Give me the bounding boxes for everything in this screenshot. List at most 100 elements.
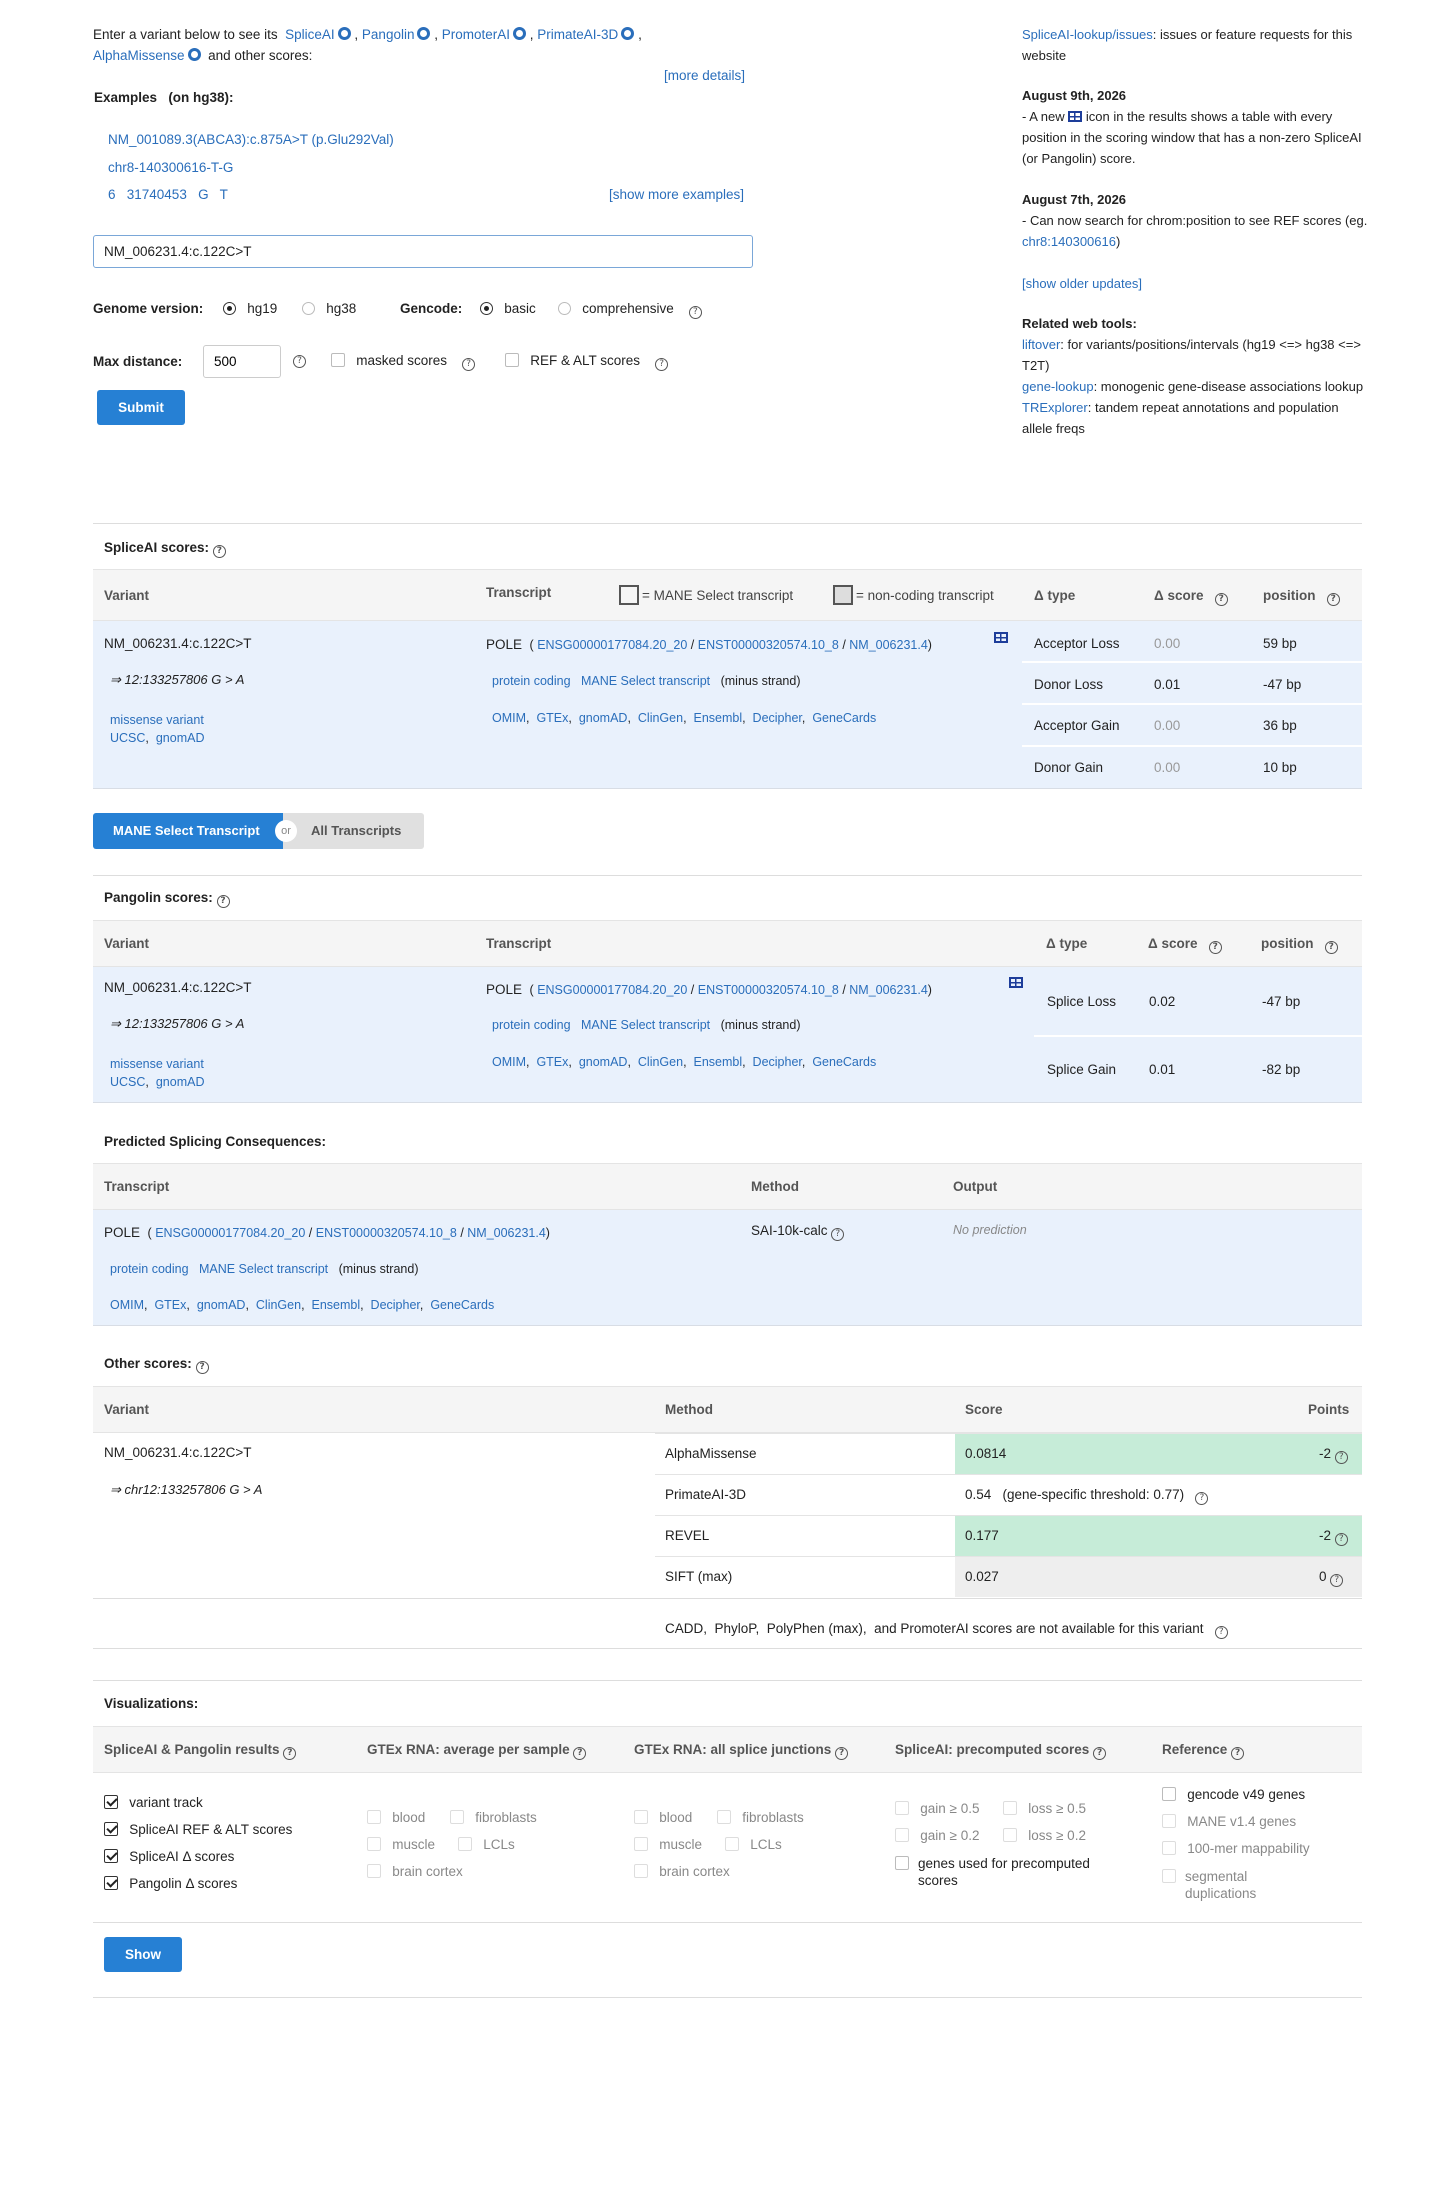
table-icon[interactable] (994, 632, 1008, 643)
checkbox-icon[interactable] (104, 1822, 118, 1836)
help-icon[interactable]: ? (216, 895, 230, 908)
show-button[interactable]: Show (104, 1937, 182, 1972)
gencode-genes-checkbox[interactable]: gencode v49 genes (1162, 1787, 1305, 1802)
show-more-examples-link[interactable]: [show more examples] (609, 187, 745, 202)
checkbox-icon[interactable] (634, 1837, 648, 1851)
junction-brain-checkbox[interactable]: brain cortex (634, 1864, 730, 1879)
enst-link[interactable]: ENST00000320574.10_8 (697, 638, 839, 652)
checkbox-icon[interactable] (895, 1801, 909, 1815)
example-position-link[interactable]: chr8:140300616 (1022, 234, 1116, 249)
mane-toggle-button[interactable]: MANE Select Transcript (93, 813, 283, 849)
biotype-link[interactable]: protein coding (492, 674, 571, 688)
refalt-checkbox[interactable]: REF & ALT scores ? (505, 353, 669, 371)
help-icon[interactable]: ? (212, 545, 226, 558)
consequence-link[interactable]: missense variant (110, 713, 204, 727)
github-icon[interactable] (187, 48, 201, 61)
gtex-lcl-checkbox[interactable]: LCLs (458, 1837, 515, 1852)
gnomad-gene-link[interactable]: gnomAD (196, 1298, 246, 1312)
gnomad-gene-link[interactable]: gnomAD (578, 711, 628, 725)
nm-link[interactable]: NM_006231.4 (849, 983, 928, 997)
mane-link[interactable]: MANE Select transcript (198, 1262, 329, 1276)
submit-button[interactable]: Submit (97, 390, 185, 425)
gene-lookup-link[interactable]: gene-lookup (1022, 379, 1094, 394)
gtex-link[interactable]: GTEx (154, 1298, 187, 1312)
pangolin-delta-checkbox[interactable]: Pangolin Δ scores (104, 1876, 237, 1891)
segdup-checkbox[interactable]: segmental duplications (1162, 1868, 1322, 1902)
decipher-link[interactable]: Decipher (752, 1055, 802, 1069)
more-details-link[interactable]: [more details] (664, 68, 746, 83)
maxdist-input[interactable] (203, 345, 281, 378)
mappability-checkbox[interactable]: 100-mer mappability (1162, 1841, 1310, 1856)
help-icon[interactable]: ? (573, 1747, 587, 1760)
help-icon[interactable]: ? (1334, 1533, 1348, 1546)
ensembl-link[interactable]: Ensembl (693, 711, 743, 725)
help-icon[interactable]: ? (835, 1747, 849, 1760)
ensg-link[interactable]: ENSG00000177084.20_20 (537, 638, 688, 652)
checkbox-icon[interactable] (895, 1828, 909, 1842)
gtex-fibroblasts-checkbox[interactable]: fibroblasts (450, 1810, 537, 1825)
gnomad-gene-link[interactable]: gnomAD (578, 1055, 628, 1069)
checkbox-icon[interactable] (1162, 1841, 1176, 1855)
gain-05-checkbox[interactable]: gain ≥ 0.5 (895, 1801, 979, 1816)
nm-link[interactable]: NM_006231.4 (849, 638, 928, 652)
decipher-link[interactable]: Decipher (370, 1298, 420, 1312)
biotype-link[interactable]: protein coding (110, 1262, 189, 1276)
checkbox-icon[interactable] (367, 1864, 381, 1878)
all-transcripts-toggle-button[interactable]: All Transcripts (283, 813, 424, 849)
spliceai-link[interactable]: SpliceAI (285, 27, 335, 42)
mane-link[interactable]: MANE Select transcript (580, 674, 711, 688)
checkbox-icon[interactable] (104, 1849, 118, 1863)
checkbox-icon[interactable] (1162, 1787, 1176, 1801)
biotype-link[interactable]: protein coding (492, 1018, 571, 1032)
ucsc-link[interactable]: UCSC (110, 1075, 146, 1089)
checkbox-icon[interactable] (895, 1856, 909, 1870)
radio-icon[interactable] (302, 302, 315, 315)
hg19-option[interactable]: hg19 (223, 301, 277, 316)
genecards-link[interactable]: GeneCards (430, 1298, 495, 1312)
example-1[interactable]: NM_001089.3(ABCA3):c.875A>T (p.Glu292Val… (108, 132, 394, 147)
omim-link[interactable]: OMIM (110, 1298, 145, 1312)
help-icon[interactable]: ? (1093, 1747, 1107, 1760)
nm-link[interactable]: NM_006231.4 (467, 1226, 546, 1240)
checkbox-icon[interactable] (505, 353, 519, 367)
mane-link[interactable]: MANE Select transcript (580, 1018, 711, 1032)
masked-scores-checkbox[interactable]: masked scores ? (331, 353, 476, 371)
example-2[interactable]: chr8-140300616-T-G (108, 160, 234, 175)
github-icon[interactable] (417, 27, 431, 40)
refalt-scores-checkbox[interactable]: SpliceAI REF & ALT scores (104, 1822, 292, 1837)
comprehensive-option[interactable]: comprehensive ? (558, 301, 702, 319)
junction-fibroblasts-checkbox[interactable]: fibroblasts (717, 1810, 804, 1825)
decipher-link[interactable]: Decipher (752, 711, 802, 725)
clingen-link[interactable]: ClinGen (637, 1055, 684, 1069)
help-icon[interactable]: ? (831, 1228, 845, 1241)
gnomad-link[interactable]: gnomAD (155, 731, 205, 745)
alphamissense-link[interactable]: AlphaMissense (93, 48, 185, 63)
radio-icon[interactable] (223, 302, 236, 315)
gnomad-link[interactable]: gnomAD (155, 1075, 205, 1089)
checkbox-icon[interactable] (725, 1837, 739, 1851)
checkbox-icon[interactable] (634, 1864, 648, 1878)
genecards-link[interactable]: GeneCards (812, 1055, 877, 1069)
gtex-brain-checkbox[interactable]: brain cortex (367, 1864, 463, 1879)
checkbox-icon[interactable] (367, 1837, 381, 1851)
radio-icon[interactable] (480, 302, 493, 315)
ensembl-link[interactable]: Ensembl (693, 1055, 743, 1069)
primateai-link[interactable]: PrimateAI-3D (537, 27, 619, 42)
junction-lcl-checkbox[interactable]: LCLs (725, 1837, 782, 1852)
help-icon[interactable]: ? (283, 1747, 297, 1760)
gtex-link[interactable]: GTEx (536, 711, 569, 725)
help-icon[interactable]: ? (688, 306, 702, 319)
mane-genes-checkbox[interactable]: MANE v1.4 genes (1162, 1814, 1296, 1829)
gtex-link[interactable]: GTEx (536, 1055, 569, 1069)
checkbox-icon[interactable] (634, 1810, 648, 1824)
help-icon[interactable]: ? (1208, 941, 1222, 954)
pangolin-link[interactable]: Pangolin (361, 27, 415, 42)
help-icon[interactable]: ? (655, 358, 669, 371)
radio-icon[interactable] (558, 302, 571, 315)
issues-link[interactable]: SpliceAI-lookup/issues (1022, 27, 1153, 42)
omim-link[interactable]: OMIM (492, 711, 527, 725)
gain-02-checkbox[interactable]: gain ≥ 0.2 (895, 1828, 979, 1843)
show-older-updates-link[interactable]: [show older updates] (1022, 276, 1142, 291)
checkbox-icon[interactable] (1003, 1828, 1017, 1842)
checkbox-icon[interactable] (367, 1810, 381, 1824)
